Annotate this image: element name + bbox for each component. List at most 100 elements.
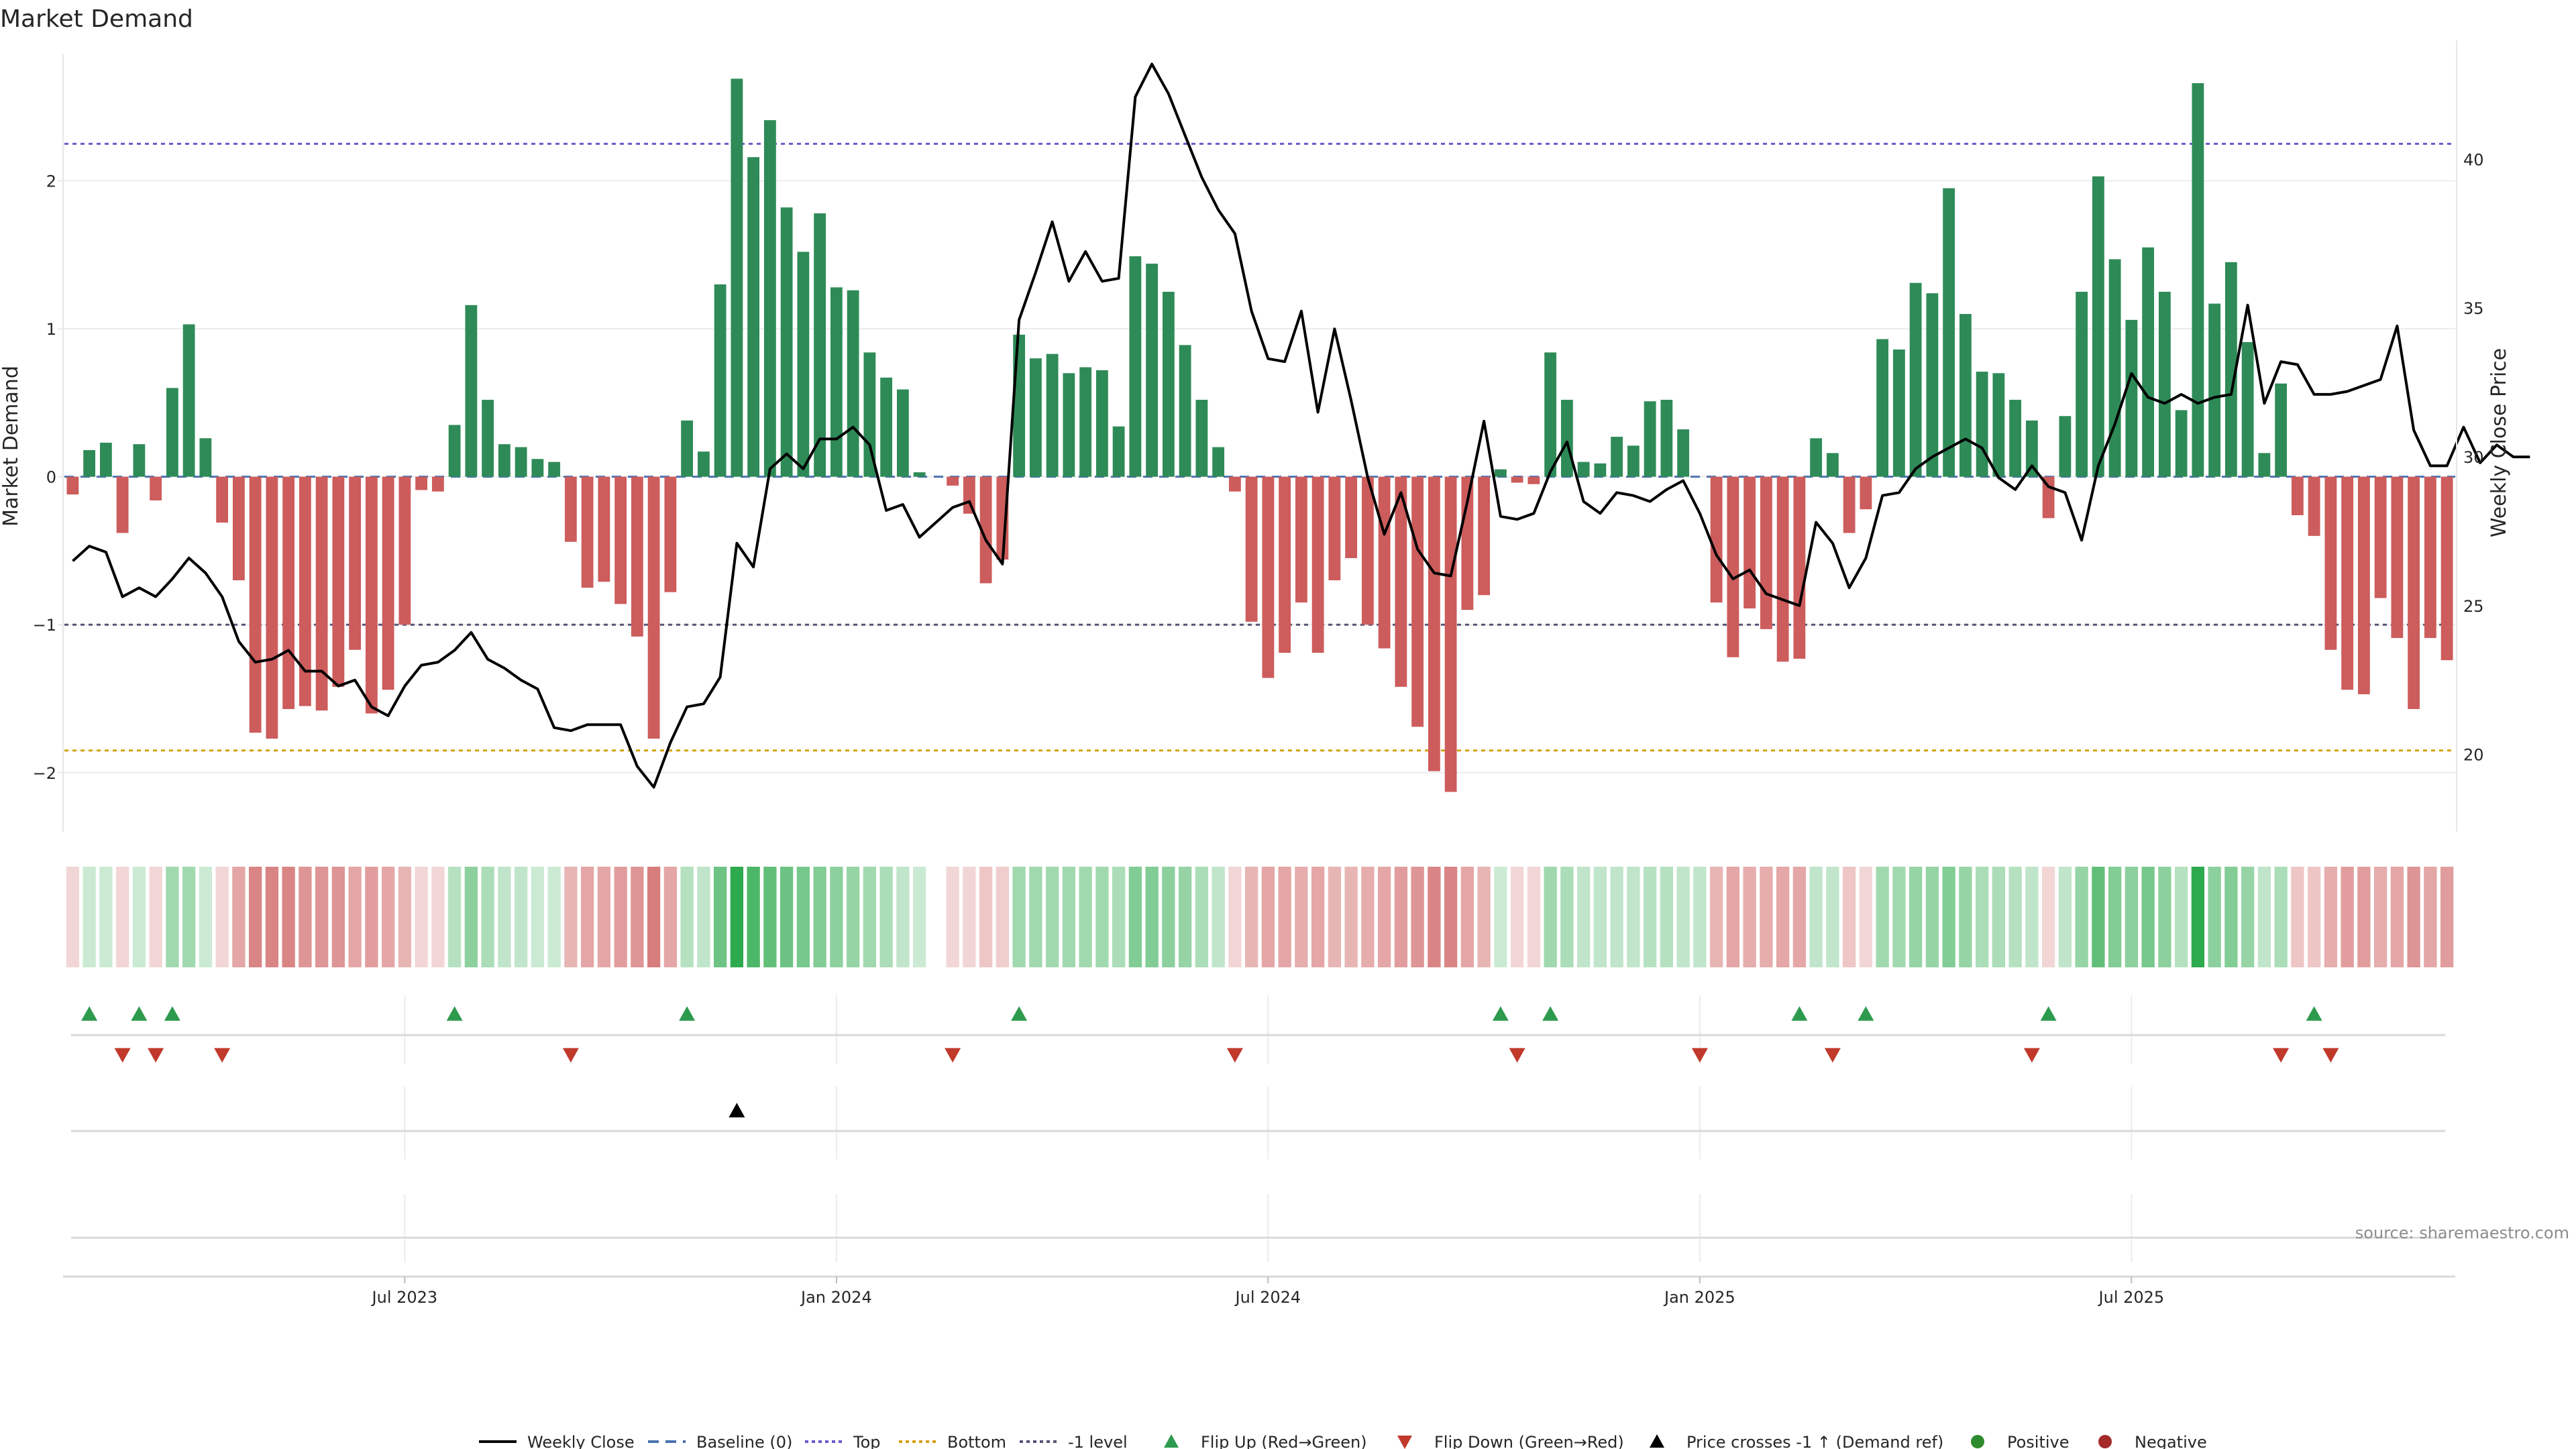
strip-cell-6 [166, 867, 179, 967]
strip-cell-89 [1544, 867, 1557, 967]
strip-cell-53 [946, 867, 959, 967]
strip-cell-9 [215, 867, 229, 967]
demand-bar-139 [2374, 476, 2387, 598]
demand-bar-83 [1444, 476, 1457, 792]
level-lines [64, 142, 2455, 752]
strip-cell-93 [1610, 867, 1623, 967]
demand-bar-99 [1710, 476, 1723, 603]
strip-cell-81 [1411, 867, 1424, 967]
legend-item-1: Baseline (0) [648, 1433, 792, 1449]
strip-cell-7 [182, 867, 196, 967]
strip-cell-129 [2208, 867, 2221, 967]
demand-bar-133 [2275, 383, 2288, 477]
strip-cell-90 [1560, 867, 1574, 967]
strip-cell-40 [730, 867, 744, 967]
strip-cell-118 [2025, 867, 2039, 967]
demand-bar-55 [979, 476, 992, 584]
strip-cell-48 [863, 867, 877, 967]
demand-bar-43 [780, 207, 793, 477]
strip-cell-62 [1095, 867, 1109, 967]
y2-tick-label-2: 30 [2463, 448, 2484, 467]
demand-bar-63 [1112, 426, 1125, 477]
strip-cell-25 [481, 867, 494, 967]
demand-bar-91 [1577, 462, 1590, 477]
demand-bar-12 [266, 476, 278, 739]
demand-bar-79 [1378, 476, 1391, 649]
flip-up-marker-9 [1858, 1006, 1874, 1021]
strip-cell-133 [2274, 867, 2288, 967]
strip-cell-61 [1079, 867, 1092, 967]
demand-bar-15 [315, 476, 328, 711]
demand-bar-31 [581, 476, 594, 588]
strip-cell-54 [963, 867, 976, 967]
demand-bar-10 [232, 476, 245, 581]
demand-bar-96 [1660, 399, 1673, 477]
weekly-close-line [72, 62, 2530, 789]
demand-bar-9 [216, 476, 229, 523]
y2-tick-label-4: 20 [2463, 746, 2484, 765]
flip-up-marker-5 [1011, 1006, 1028, 1021]
demand-bar-34 [631, 476, 643, 637]
demand-bar-131 [2241, 341, 2254, 477]
strip-cell-88 [1527, 867, 1541, 967]
strip-cell-95 [1643, 867, 1657, 967]
demand-bar-3 [116, 476, 129, 533]
strip-cell-57 [1012, 867, 1026, 967]
strip-cell-18 [365, 867, 378, 967]
strip-cell-41 [747, 867, 760, 967]
legend-swatch-5 [1164, 1434, 1179, 1448]
demand-bar-80 [1395, 476, 1407, 687]
demand-bar-33 [614, 476, 627, 604]
demand-bar-23 [448, 425, 461, 477]
legend-label-4: -1 level [1068, 1433, 1128, 1449]
demand-bar-4 [133, 444, 146, 477]
strip-cell-77 [1344, 867, 1358, 967]
demand-bar-5 [150, 476, 162, 500]
legend-item-4: -1 level [1020, 1433, 1128, 1449]
demand-bar-116 [1992, 373, 2005, 477]
strip-cell-70 [1228, 867, 1242, 967]
demand-bar-130 [2224, 262, 2237, 477]
legend-label-5: Flip Up (Red→Green) [1201, 1433, 1367, 1449]
strip-cell-47 [846, 867, 860, 967]
y2-axis-ticks: 40 35 30 25 20 [2456, 40, 2484, 832]
demand-bar-117 [2009, 399, 2022, 477]
demand-bar-136 [2324, 476, 2337, 650]
strip-cell-5 [149, 867, 162, 967]
demand-bar-89 [1544, 352, 1557, 477]
x-tick-label-2: Jul 2024 [1234, 1288, 1301, 1307]
legend-item-9: Negative [2098, 1433, 2207, 1449]
demand-bar-76 [1328, 476, 1341, 581]
strip-cell-117 [2008, 867, 2022, 967]
legend-item-8: Positive [1971, 1433, 2070, 1449]
x-tick-label-0: Jul 2023 [371, 1288, 438, 1307]
demand-bar-20 [398, 476, 411, 625]
flip-up-marker-3 [446, 1006, 463, 1021]
legend-item-5: Flip Up (Red→Green) [1164, 1433, 1367, 1449]
strip-cell-66 [1162, 867, 1175, 967]
strip-cell-55 [979, 867, 993, 967]
chart-title: Market Demand [0, 5, 193, 33]
strip-cell-130 [2224, 867, 2238, 967]
strip-cell-21 [415, 867, 428, 967]
demand-bar-134 [2291, 476, 2304, 515]
demand-bar-86 [1494, 469, 1507, 477]
demand-bar-97 [1677, 429, 1690, 477]
strip-cell-87 [1510, 867, 1524, 967]
strip-cell-46 [830, 867, 843, 967]
demand-bar-121 [2076, 291, 2088, 477]
demand-bar-45 [814, 213, 826, 477]
demand-bar-126 [2158, 291, 2171, 477]
strip-cell-64 [1128, 867, 1142, 967]
strip-cell-135 [2307, 867, 2321, 967]
demand-bar-17 [349, 476, 362, 650]
flip-up-marker-10 [2040, 1006, 2057, 1021]
demand-bar-70 [1228, 476, 1241, 492]
demand-bar-48 [863, 352, 876, 477]
strip-cell-71 [1244, 867, 1258, 967]
flip-up-marker-6 [1492, 1006, 1509, 1021]
demand-bar-30 [564, 476, 577, 542]
strip-cell-124 [2125, 867, 2139, 967]
strip-cell-51 [912, 867, 926, 967]
demand-bar-37 [681, 420, 694, 477]
